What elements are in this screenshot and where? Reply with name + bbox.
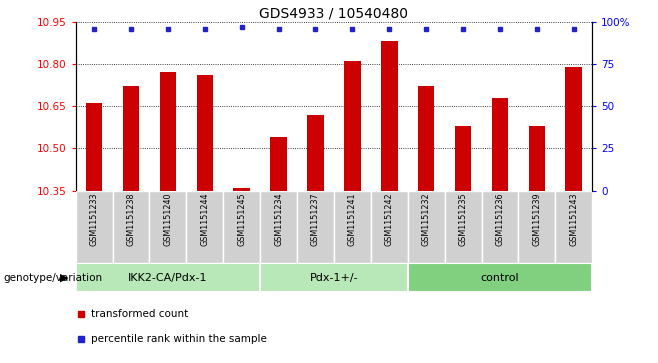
Text: GSM1151238: GSM1151238 — [126, 193, 136, 246]
Bar — [418, 86, 434, 191]
Bar — [113, 191, 149, 263]
Bar — [260, 263, 408, 292]
Bar — [223, 191, 260, 263]
Text: GSM1151237: GSM1151237 — [311, 193, 320, 246]
Bar — [86, 103, 103, 191]
Bar — [528, 126, 545, 191]
Title: GDS4933 / 10540480: GDS4933 / 10540480 — [259, 7, 409, 21]
Bar — [149, 191, 186, 263]
Bar — [297, 191, 334, 263]
Bar — [160, 72, 176, 191]
Text: transformed count: transformed count — [91, 309, 188, 319]
Text: GSM1151242: GSM1151242 — [385, 193, 393, 246]
Text: GSM1151243: GSM1151243 — [569, 193, 578, 246]
Bar — [381, 41, 397, 191]
Bar — [519, 191, 555, 263]
Bar — [234, 188, 250, 191]
Bar — [197, 75, 213, 191]
Bar — [492, 98, 508, 191]
Text: percentile rank within the sample: percentile rank within the sample — [91, 334, 267, 344]
Bar — [555, 191, 592, 263]
Bar — [408, 191, 445, 263]
Bar — [482, 191, 519, 263]
Text: GSM1151240: GSM1151240 — [163, 193, 172, 246]
Text: genotype/variation: genotype/variation — [3, 273, 103, 283]
Bar — [270, 137, 287, 191]
Bar — [565, 67, 582, 191]
Text: GSM1151232: GSM1151232 — [422, 193, 431, 246]
Bar — [371, 191, 408, 263]
Bar — [122, 86, 139, 191]
Bar — [344, 61, 361, 191]
Bar — [186, 191, 223, 263]
Bar — [76, 263, 260, 292]
Bar — [260, 191, 297, 263]
Bar — [408, 263, 592, 292]
Text: GSM1151245: GSM1151245 — [237, 193, 246, 246]
Text: GSM1151239: GSM1151239 — [532, 193, 542, 246]
Text: GSM1151244: GSM1151244 — [200, 193, 209, 246]
Bar — [445, 191, 482, 263]
Text: GSM1151241: GSM1151241 — [348, 193, 357, 246]
Bar — [76, 191, 113, 263]
Text: control: control — [480, 273, 519, 283]
Bar — [334, 191, 371, 263]
Bar — [307, 115, 324, 191]
Bar — [455, 126, 471, 191]
Text: ▶: ▶ — [60, 273, 68, 283]
Text: GSM1151233: GSM1151233 — [89, 193, 99, 246]
Text: GSM1151235: GSM1151235 — [459, 193, 468, 246]
Text: IKK2-CA/Pdx-1: IKK2-CA/Pdx-1 — [128, 273, 208, 283]
Text: GSM1151234: GSM1151234 — [274, 193, 283, 246]
Text: Pdx-1+/-: Pdx-1+/- — [310, 273, 358, 283]
Text: GSM1151236: GSM1151236 — [495, 193, 505, 246]
